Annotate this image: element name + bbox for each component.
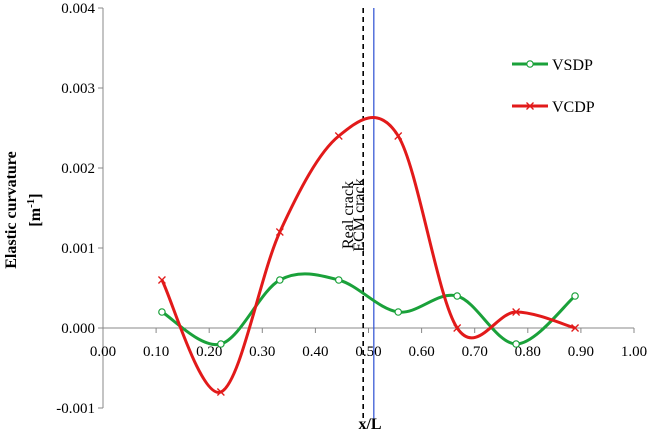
y-tick-label: 0.003 <box>61 81 95 97</box>
axes: -0.001 0.000 0.001 0.002 0.003 0.004 0.00 0.10 0… <box>56 1 647 417</box>
data-point-stroke <box>334 132 343 140</box>
data-point <box>571 324 580 332</box>
y-tick-label: -0.001 <box>56 401 95 417</box>
data-point-stroke <box>512 308 521 316</box>
x-tick-label: 0.30 <box>249 344 275 360</box>
data-point-stroke <box>526 102 534 110</box>
data-point <box>512 308 521 316</box>
data-point-stroke <box>453 324 462 332</box>
x-tick-label: 0.00 <box>90 344 116 360</box>
data-point <box>275 228 284 236</box>
data-point <box>571 292 579 300</box>
data-point <box>334 276 343 284</box>
x-tick-label: 0.90 <box>568 344 594 360</box>
x-tick-label: 0.60 <box>408 344 434 360</box>
crack-label-1: Real crack <box>340 181 357 249</box>
data-point <box>526 60 534 68</box>
x-tick-label: 0.70 <box>462 344 488 360</box>
legend-label-vsdp: VSDP <box>552 57 593 74</box>
y-tick-label: 0.002 <box>61 161 95 177</box>
data-point-stroke <box>571 324 580 332</box>
data-point-stroke <box>275 228 284 236</box>
x-tick-label: 0.10 <box>143 344 169 360</box>
series-vsdp <box>158 272 579 348</box>
series-vcdp <box>157 116 580 396</box>
x-tick-label: 0.80 <box>515 344 541 360</box>
legend-item-vcdp: VCDP <box>512 99 595 116</box>
data-point <box>453 324 462 332</box>
y-tick-label: 0.004 <box>61 1 95 17</box>
y-axis-unit-open: [m <box>27 207 44 226</box>
y-tick-label: 0.001 <box>61 241 95 257</box>
legend: VSDP VCDP <box>512 57 595 116</box>
x-tick-label: 1.00 <box>621 344 647 360</box>
x-tick-label: 0.50 <box>355 344 381 360</box>
data-point <box>216 388 225 396</box>
data-point-stroke <box>157 276 166 284</box>
y-axis-unit-exponent: -1 <box>25 199 37 208</box>
series-group <box>157 116 580 396</box>
y-tick-label: 0.000 <box>61 321 95 337</box>
data-point <box>158 308 166 316</box>
crack-label-2: ECM crack <box>351 178 368 251</box>
legend-label-vcdp: VCDP <box>552 99 595 116</box>
data-point <box>394 132 403 140</box>
data-point <box>512 340 520 348</box>
data-point <box>394 308 403 316</box>
data-point-stroke <box>394 132 403 140</box>
x-tick-label: 0.40 <box>302 344 328 360</box>
data-point <box>217 340 225 348</box>
x-axis-title: x/L <box>358 416 381 432</box>
axis-labels: x/L Elastic curvature [m-1] <box>3 151 382 432</box>
y-axis-unit-close: ] <box>27 193 44 198</box>
data-point <box>157 276 166 284</box>
data-point-stroke <box>216 388 225 396</box>
data-point <box>276 276 284 284</box>
data-point <box>453 292 461 300</box>
x-tick-label: 0.20 <box>196 344 222 360</box>
y-axis-unit: [m-1] <box>25 193 44 226</box>
y-axis-title: Elastic curvature <box>3 151 20 268</box>
data-point <box>526 102 534 110</box>
legend-item-vsdp: VSDP <box>512 57 593 74</box>
data-point <box>334 132 343 140</box>
